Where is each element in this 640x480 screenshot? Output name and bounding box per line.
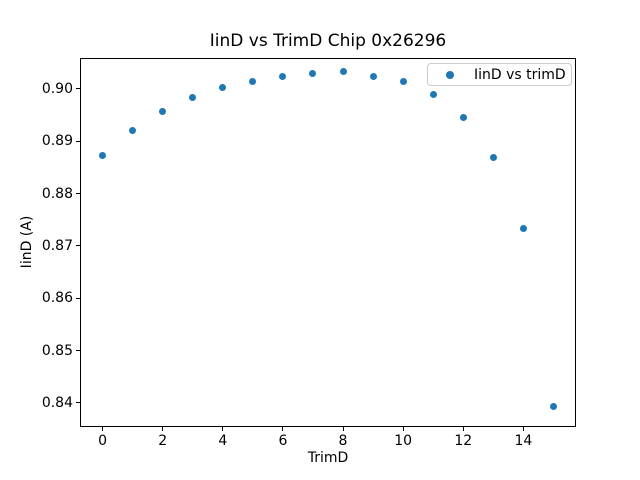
y-tick-mark: [76, 193, 80, 195]
x-tick-label: 14: [514, 433, 533, 449]
x-tick-mark: [282, 427, 284, 431]
scatter-point: [219, 83, 227, 91]
scatter-point: [429, 91, 437, 99]
scatter-point: [189, 93, 197, 101]
scatter-point: [549, 403, 557, 411]
y-tick-label: 0.84: [41, 394, 73, 411]
scatter-point: [369, 72, 377, 80]
x-axis-label: TrimD: [307, 450, 349, 466]
scatter-point: [309, 69, 317, 77]
x-tick-mark: [102, 427, 104, 431]
scatter-point: [249, 78, 257, 86]
x-tick-mark: [402, 427, 404, 431]
y-tick-label: 0.87: [41, 237, 73, 254]
scatter-point: [159, 107, 167, 115]
x-tick-label: 2: [158, 433, 168, 449]
y-tick-label: 0.90: [41, 80, 73, 97]
x-tick-label: 4: [218, 433, 228, 449]
x-tick-mark: [462, 427, 464, 431]
x-tick-mark: [342, 427, 344, 431]
scatter-point: [129, 126, 137, 134]
x-tick-label: 0: [98, 433, 107, 449]
scatter-point: [459, 114, 467, 122]
legend-label: IinD vs trimD: [474, 66, 566, 83]
y-tick-mark: [76, 140, 80, 142]
legend-marker-circle-icon: [446, 70, 454, 79]
x-tick-label: 12: [454, 433, 473, 449]
scatter-point: [339, 68, 347, 76]
scatter-point: [399, 77, 407, 85]
scatter-point: [279, 72, 287, 80]
x-tick-label: 8: [338, 433, 348, 449]
chart-title: IinD vs TrimD Chip 0x26296: [209, 31, 447, 51]
x-tick-mark: [522, 427, 524, 431]
plot-area: [80, 58, 576, 427]
legend: IinD vs trimD: [427, 63, 572, 86]
y-tick-label: 0.89: [41, 133, 73, 150]
y-tick-mark: [76, 88, 80, 90]
y-tick-label: 0.85: [41, 342, 73, 359]
y-tick-mark: [76, 245, 80, 247]
x-tick-label: 6: [278, 433, 288, 449]
y-tick-label: 0.88: [41, 185, 73, 202]
scatter-point: [99, 151, 107, 159]
y-tick-mark: [76, 297, 80, 299]
x-tick-label: 10: [394, 433, 413, 449]
x-tick-mark: [162, 427, 164, 431]
y-tick-mark: [76, 402, 80, 404]
scatter-point: [519, 225, 527, 233]
y-tick-label: 0.86: [41, 290, 73, 307]
scatter-point: [489, 154, 497, 162]
y-tick-mark: [76, 350, 80, 352]
x-tick-mark: [222, 427, 224, 431]
